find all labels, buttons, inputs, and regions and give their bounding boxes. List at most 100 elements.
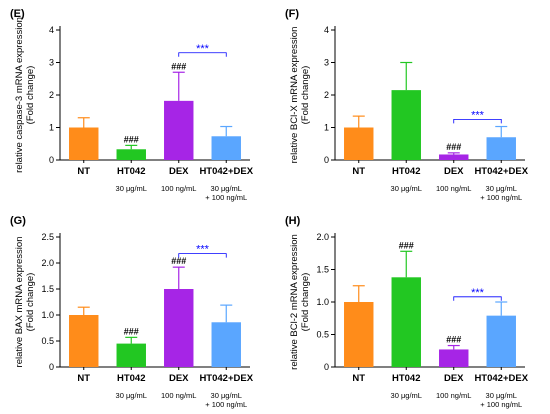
category-label: HT042+DEX bbox=[474, 166, 528, 177]
category-label: HT042 bbox=[392, 166, 421, 177]
y-tick-label: 0 bbox=[324, 155, 329, 165]
y-axis-label-line: (Fold change) bbox=[25, 66, 36, 125]
category-label: HT042 bbox=[117, 373, 146, 384]
dose-label: 30 μg/mL bbox=[116, 184, 147, 193]
significance-mark: ### bbox=[124, 134, 139, 144]
dose-label: + 100 ng/mL bbox=[480, 193, 522, 202]
y-axis-label-line: relative BAX mRNA expression bbox=[14, 237, 25, 368]
category-label: NT bbox=[77, 373, 90, 384]
panel-letter: (G) bbox=[10, 215, 26, 227]
y-tick-label: 0 bbox=[324, 362, 329, 372]
y-tick-label: 2 bbox=[49, 90, 54, 100]
comparison-bracket bbox=[453, 296, 502, 301]
dose-label: 30 μg/mL bbox=[116, 391, 147, 400]
bar bbox=[164, 289, 194, 367]
dose-label: 100 ng/mL bbox=[436, 184, 471, 193]
y-tick-label: 1.0 bbox=[41, 310, 54, 320]
bar bbox=[486, 315, 516, 367]
y-tick-label: 1 bbox=[49, 123, 54, 133]
category-label: HT042 bbox=[392, 373, 421, 384]
y-axis-label: relative caspase-3 mRNA expression(Fold … bbox=[14, 17, 36, 173]
comparison-bracket bbox=[178, 52, 227, 57]
bar bbox=[211, 322, 241, 367]
y-tick-label: 0.5 bbox=[316, 330, 329, 340]
comparison-stars: *** bbox=[196, 43, 210, 55]
category-label: DEX bbox=[169, 166, 189, 177]
bar-chart: relative BCl-X mRNA expression(Fold chan… bbox=[289, 25, 529, 202]
y-tick-label: 0 bbox=[49, 155, 54, 165]
bar bbox=[211, 136, 241, 160]
bar-chart: relative caspase-3 mRNA expression(Fold … bbox=[14, 17, 254, 202]
y-axis-label-line: relative BCl-2 mRNA expression bbox=[289, 234, 300, 370]
panel-h: (H) relative BCl-2 mRNA expression(Fold … bbox=[275, 207, 550, 414]
y-tick-label: 0 bbox=[49, 362, 54, 372]
dose-label: + 100 ng/mL bbox=[205, 400, 247, 409]
bar bbox=[69, 127, 99, 160]
significance-mark: ### bbox=[124, 326, 139, 336]
dose-label: 30 μg/mL bbox=[391, 391, 422, 400]
significance-mark: ### bbox=[171, 256, 186, 266]
dose-label: 30 μg/mL bbox=[211, 184, 242, 193]
y-tick-label: 4 bbox=[49, 25, 54, 35]
significance-mark: ### bbox=[446, 142, 461, 152]
panel-letter: (E) bbox=[10, 8, 25, 20]
comparison-stars: *** bbox=[471, 109, 485, 121]
y-tick-label: 0.5 bbox=[41, 336, 54, 346]
bar bbox=[116, 149, 146, 160]
bar bbox=[439, 154, 469, 160]
panel-letter: (H) bbox=[285, 215, 301, 227]
y-tick-label: 3 bbox=[324, 58, 329, 68]
category-label: HT042+DEX bbox=[474, 373, 528, 384]
bar bbox=[344, 302, 374, 367]
dose-label: 100 ng/mL bbox=[436, 391, 471, 400]
y-tick-label: 2 bbox=[324, 90, 329, 100]
y-axis-label-line: relative BCl-X mRNA expression bbox=[289, 27, 300, 164]
y-tick-label: 3 bbox=[49, 58, 54, 68]
dose-label: 30 μg/mL bbox=[211, 391, 242, 400]
category-label: DEX bbox=[169, 373, 189, 384]
category-label: DEX bbox=[444, 166, 464, 177]
panel-e: (E) relative caspase-3 mRNA expression(F… bbox=[0, 0, 275, 207]
y-tick-label: 4 bbox=[324, 25, 329, 35]
y-axis-label: relative BAX mRNA expression(Fold change… bbox=[14, 237, 36, 368]
bar bbox=[344, 127, 374, 160]
comparison-stars: *** bbox=[196, 244, 210, 256]
dose-label: 30 μg/mL bbox=[486, 391, 517, 400]
y-tick-label: 2.5 bbox=[41, 232, 54, 242]
panel-letter: (F) bbox=[285, 8, 300, 20]
significance-mark: ### bbox=[171, 61, 186, 71]
bar bbox=[164, 100, 194, 160]
category-label: HT042+DEX bbox=[199, 373, 253, 384]
y-tick-label: 1.5 bbox=[316, 265, 329, 275]
bar-chart: relative BAX mRNA expression(Fold change… bbox=[14, 232, 254, 409]
category-label: NT bbox=[352, 373, 365, 384]
dose-label: 100 ng/mL bbox=[161, 184, 196, 193]
y-tick-label: 2.0 bbox=[41, 258, 54, 268]
y-axis-label-line: (Fold change) bbox=[300, 66, 311, 125]
panel-f: (F) relative BCl-X mRNA expression(Fold … bbox=[275, 0, 550, 207]
category-label: NT bbox=[77, 166, 90, 177]
y-axis-label-line: (Fold change) bbox=[25, 273, 36, 332]
y-tick-label: 1 bbox=[324, 123, 329, 133]
comparison-stars: *** bbox=[471, 287, 485, 299]
category-label: DEX bbox=[444, 373, 464, 384]
y-axis-label-line: (Fold change) bbox=[300, 273, 311, 332]
y-axis-label: relative BCl-2 mRNA expression(Fold chan… bbox=[289, 234, 311, 370]
y-tick-label: 1.0 bbox=[316, 297, 329, 307]
bar bbox=[69, 315, 99, 367]
dose-label: + 100 ng/mL bbox=[480, 400, 522, 409]
bar bbox=[439, 349, 469, 367]
category-label: HT042 bbox=[117, 166, 146, 177]
category-label: HT042+DEX bbox=[199, 166, 253, 177]
y-axis-label: relative BCl-X mRNA expression(Fold chan… bbox=[289, 27, 311, 164]
category-label: NT bbox=[352, 166, 365, 177]
bar bbox=[116, 343, 146, 367]
significance-mark: ### bbox=[399, 240, 414, 250]
comparison-bracket bbox=[453, 118, 502, 124]
y-tick-label: 2.0 bbox=[316, 232, 329, 242]
dose-label: + 100 ng/mL bbox=[205, 193, 247, 202]
bar bbox=[391, 90, 421, 160]
dose-label: 100 ng/mL bbox=[161, 391, 196, 400]
bar-chart: relative BCl-2 mRNA expression(Fold chan… bbox=[289, 232, 529, 409]
